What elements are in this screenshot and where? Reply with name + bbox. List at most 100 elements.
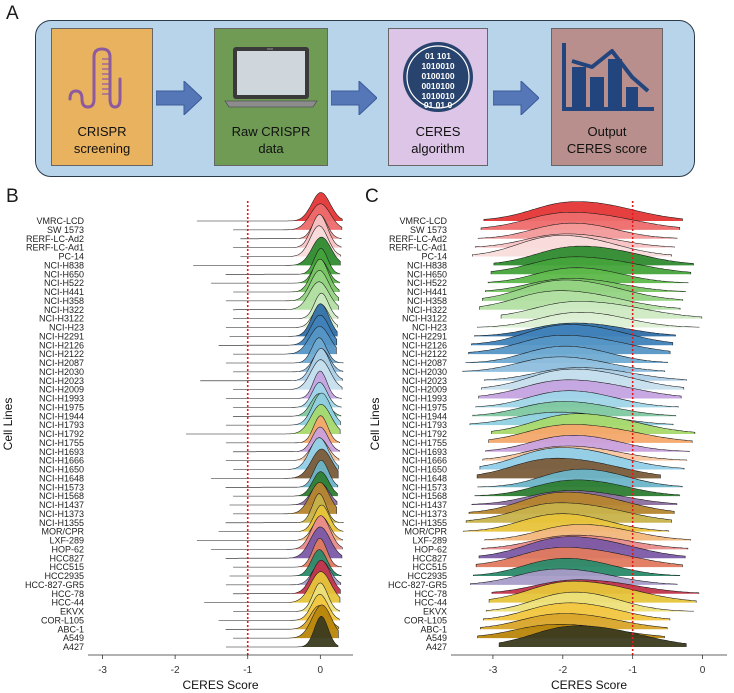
y-tick-label: VMRC-LCD <box>399 216 447 226</box>
ridge-ekvx <box>485 591 694 612</box>
ridge-hcc-44 <box>488 580 697 603</box>
y-tick-label: RERF-LC-Ad2 <box>389 234 447 244</box>
y-tick-label: RERF-LC-Ad2 <box>26 234 84 244</box>
y-tick-label: NCI-H1975 <box>402 402 447 412</box>
y-tick-label: NCI-H650 <box>407 269 447 279</box>
binary-globe-icon: 01 101 1010010 0100100 0010100 1010010 0… <box>389 37 487 117</box>
x-tick-label: 0 <box>700 665 706 676</box>
y-tick-label: NCI-H1993 <box>39 394 84 404</box>
y-tick-label: NCI-H322 <box>44 305 84 315</box>
laptop-icon <box>215 37 327 117</box>
ridge-mor-cpr <box>462 513 670 532</box>
y-tick-label: NCI-H2122 <box>402 349 447 359</box>
ridge-sw-1573 <box>480 212 681 230</box>
y-tick-label: NCI-H1993 <box>402 394 447 404</box>
y-tick-label: NCI-H3122 <box>39 314 84 324</box>
y-tick-label: NCI-H1975 <box>39 402 84 412</box>
y-tick-label: NCI-H1437 <box>39 500 84 510</box>
step-label: Raw CRISPR data <box>231 124 311 156</box>
ridge-nci-h1975 <box>475 390 679 408</box>
ridge-a549 <box>232 604 339 639</box>
x-tick-label: -1 <box>243 665 252 676</box>
y-tick-label: HCC-78 <box>51 589 84 599</box>
y-tick-label: NCI-H1755 <box>402 438 447 448</box>
ridge-nci-h2030 <box>462 356 666 372</box>
y-tick-label: A427 <box>63 642 84 652</box>
y-axis-title: Cell Lines <box>368 398 382 451</box>
step-crispr-screening: CRISPR screening <box>51 28 153 166</box>
y-tick-label: HCC-44 <box>414 598 447 608</box>
y-tick-label: HCC2935 <box>407 571 447 581</box>
y-tick-label: NCI-H23 <box>49 323 84 333</box>
y-tick-label: NCI-H2087 <box>402 358 447 368</box>
ridge-nci-h2087 <box>225 337 344 364</box>
ridge-a427 <box>498 625 687 648</box>
y-tick-label: NCI-H1568 <box>39 491 84 501</box>
y-tick-label: HCC515 <box>412 562 447 572</box>
ridge-nci-h1648 <box>210 448 339 479</box>
y-tick-label: NCI-H1793 <box>402 420 447 430</box>
y-tick-label: NCI-H1666 <box>39 456 84 466</box>
y-tick-label: NCI-H1373 <box>402 509 447 519</box>
y-tick-label: NCI-H358 <box>407 296 447 306</box>
y-tick-label: NCI-H1568 <box>402 491 447 501</box>
x-tick-label: -3 <box>488 665 497 676</box>
y-tick-label: NCI-H441 <box>407 287 447 297</box>
binary-row: 1010010 <box>421 61 454 71</box>
y-tick-label: NCI-H2126 <box>402 340 447 350</box>
x-axis-title: CERES Score <box>551 678 627 692</box>
y-tick-label: COR-L105 <box>404 615 447 625</box>
y-tick-label: LXF-289 <box>412 536 447 546</box>
y-tick-label: NCI-H1792 <box>39 429 84 439</box>
step-ceres-algorithm: 01 101 1010010 0100100 0010100 1010010 0… <box>388 28 488 166</box>
ridge-vmrc-lcd <box>196 192 343 222</box>
y-tick-label: EKVX <box>423 607 447 617</box>
y-tick-label: NCI-H838 <box>44 260 84 270</box>
y-tick-label: NCI-H2030 <box>402 367 447 377</box>
y-tick-label: NCI-H2030 <box>39 367 84 377</box>
ridge-lxf-289 <box>484 524 691 541</box>
x-tick-label: -2 <box>171 665 180 676</box>
ridge-nci-h1755 <box>488 424 693 443</box>
x-tick-label: -1 <box>628 665 637 676</box>
y-tick-label: NCI-H441 <box>44 287 84 297</box>
y-tick-label: NCI-H1793 <box>39 420 84 430</box>
ridge-nci-h2087 <box>465 345 668 364</box>
x-tick-label: 0 <box>318 665 324 676</box>
y-tick-label: HCC-827-GR5 <box>388 580 447 590</box>
y-tick-label: HCC-78 <box>414 589 447 599</box>
ridge-hcc2935 <box>472 558 681 577</box>
y-tick-label: NCI-H1755 <box>39 438 84 448</box>
x-axis-title: CERES Score <box>182 678 258 692</box>
y-tick-label: ABC-1 <box>420 624 447 634</box>
ridge-nci-h1755 <box>224 415 341 444</box>
y-tick-label: NCI-H522 <box>407 278 447 288</box>
ridge-nci-h1568 <box>474 479 680 497</box>
panel-label-c: C <box>365 186 379 207</box>
y-tick-label: NCI-H2023 <box>402 376 447 386</box>
binary-row: 0010100 <box>421 81 454 91</box>
y-tick-label: NCI-H2122 <box>39 349 84 359</box>
ridge-nci-h1373 <box>232 482 337 515</box>
y-tick-label: NCI-H1693 <box>402 447 447 457</box>
ridge-nci-h322 <box>479 290 681 310</box>
y-tick-label: NCI-H1944 <box>39 411 84 421</box>
ridge-nci-h322 <box>232 281 339 311</box>
ridge-nci-h3122 <box>500 301 703 319</box>
y-tick-label: NCI-H2126 <box>39 340 84 350</box>
y-tick-label: NCI-H1648 <box>402 473 447 483</box>
y-tick-label: NCI-H1648 <box>39 473 84 483</box>
y-tick-label: HCC2935 <box>44 571 84 581</box>
panel-label-b: B <box>6 186 19 207</box>
ridge-nci-h1693 <box>485 435 690 452</box>
ridge-nci-h1573 <box>225 460 339 488</box>
ridge-nci-h2023 <box>199 348 343 382</box>
step-label: CRISPR screening <box>73 124 131 156</box>
y-tick-label: NCI-H322 <box>407 305 447 315</box>
y-tick-label: NCI-H2291 <box>402 331 447 341</box>
y-tick-label: NCI-H1944 <box>402 411 447 421</box>
ridge-hcc-44 <box>204 571 341 603</box>
ridge-hcc2935 <box>229 549 342 577</box>
ridge-nci-h2126 <box>218 314 338 346</box>
